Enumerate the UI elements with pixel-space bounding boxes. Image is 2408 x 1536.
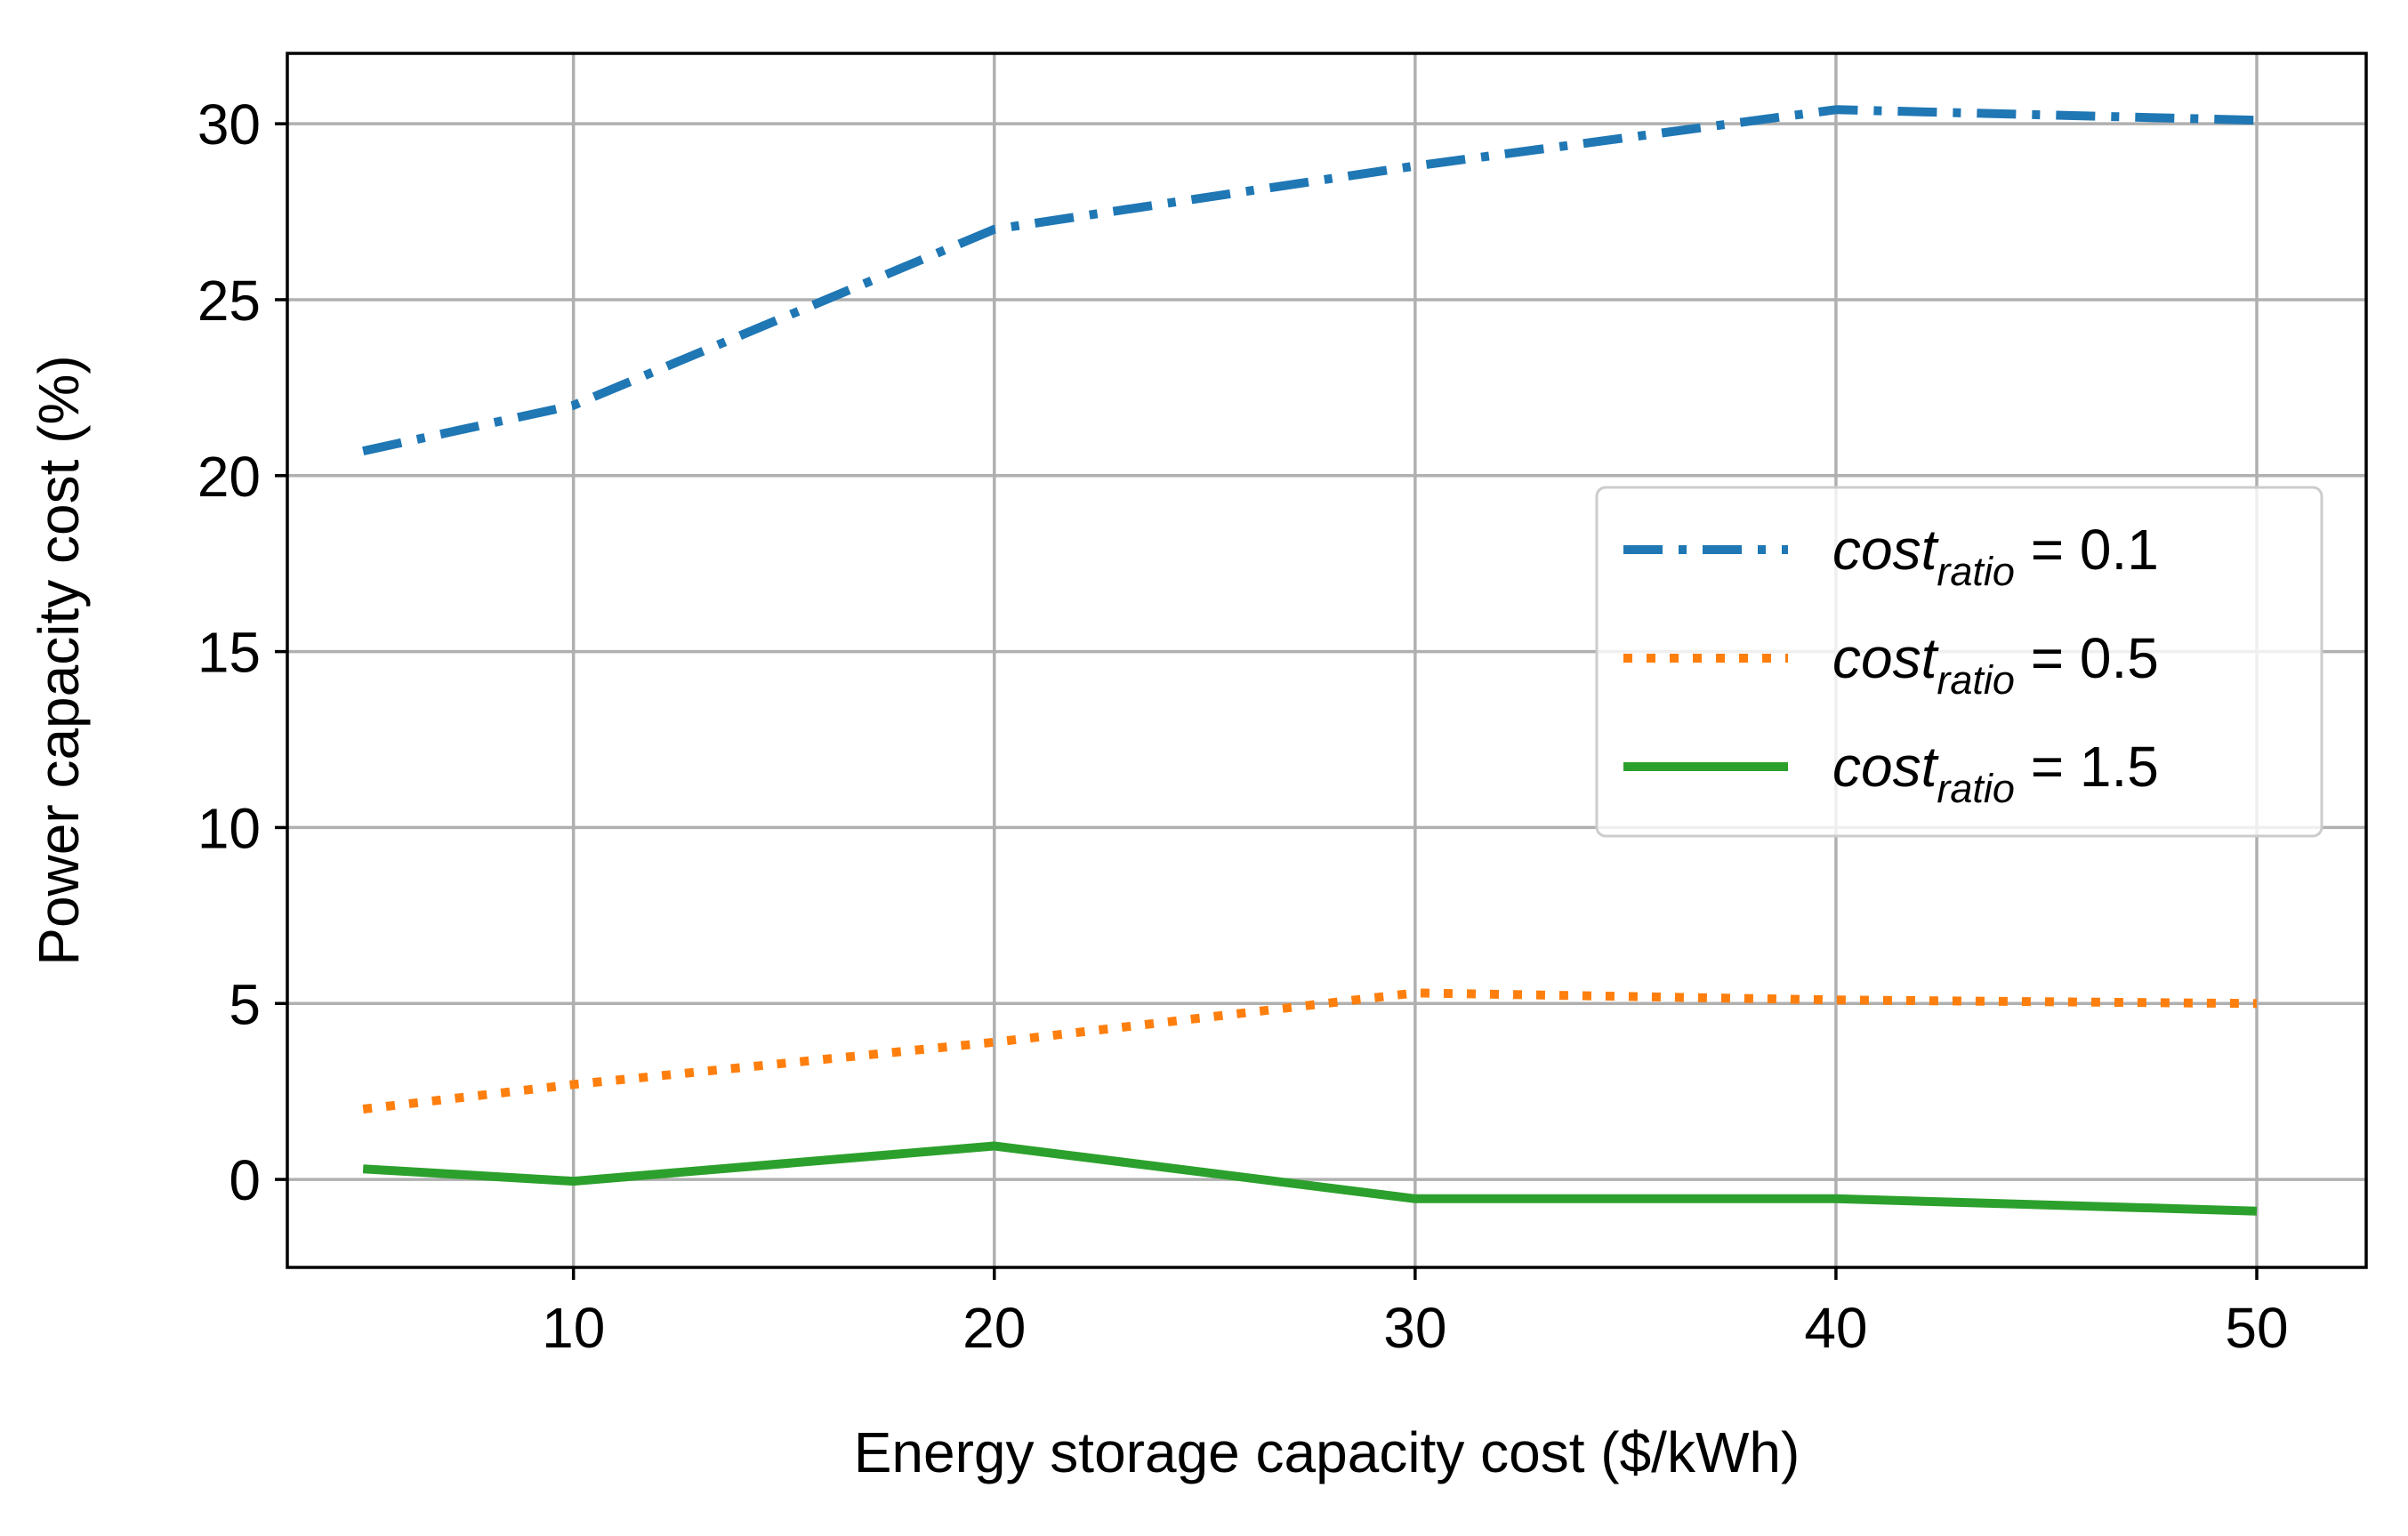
series-line-2 [362,988,2258,1114]
y-tick-label: 10 [197,796,261,860]
plot-frame [286,52,2368,1269]
series-line-3 [362,1141,2258,1216]
legend-label-2: costratio = 0.5 [1832,626,2159,703]
legend-label-3: costratio = 1.5 [1832,735,2159,811]
series-line-1 [362,105,2258,455]
series-lines [362,105,2258,1216]
x-tick-label: 10 [542,1296,605,1360]
x-tick-label: 20 [962,1296,1026,1360]
y-axis-label: Power capacity cost (%) [27,355,91,965]
y-tick-label: 30 [197,92,261,157]
legend: costratio = 0.1 costratio = 0.5 costratio … [1595,486,2323,838]
legend-label-1: costratio = 0.1 [1832,518,2159,594]
y-tick-label: 15 [197,621,261,685]
axis-ticks: 10 20 30 40 50 0 5 10 15 20 25 30 [197,92,2289,1360]
x-tick-label: 30 [1383,1296,1446,1360]
x-tick-label: 40 [1804,1296,1867,1360]
y-tick-label: 0 [229,1148,261,1212]
x-axis-label: Energy storage capacity cost ($/kWh) [854,1420,1800,1484]
y-tick-label: 5 [229,972,261,1036]
x-tick-label: 50 [2225,1296,2288,1360]
y-tick-label: 25 [197,269,261,333]
legend-box [1595,486,2323,838]
y-tick-label: 20 [197,445,261,509]
